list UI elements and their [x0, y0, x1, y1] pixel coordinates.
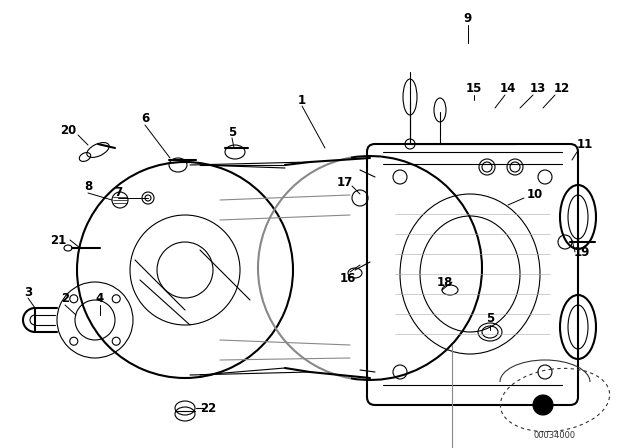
Text: 11: 11	[577, 138, 593, 151]
Text: 5: 5	[228, 125, 236, 138]
Text: 2: 2	[61, 292, 69, 305]
Text: 00034000: 00034000	[534, 431, 576, 439]
Text: 16: 16	[340, 271, 356, 284]
Text: 9: 9	[464, 12, 472, 25]
Text: 17: 17	[337, 176, 353, 189]
Text: 22: 22	[200, 401, 216, 414]
Text: 18: 18	[437, 276, 453, 289]
Text: 5: 5	[486, 311, 494, 324]
Text: 21: 21	[50, 233, 66, 246]
Text: 15: 15	[466, 82, 482, 95]
Text: 1: 1	[298, 94, 306, 107]
Text: 14: 14	[500, 82, 516, 95]
Text: 3: 3	[24, 285, 32, 298]
Text: 20: 20	[60, 124, 76, 137]
Text: 4: 4	[96, 292, 104, 305]
Text: 19: 19	[574, 246, 590, 258]
Text: 6: 6	[141, 112, 149, 125]
Text: 10: 10	[527, 189, 543, 202]
Circle shape	[533, 395, 553, 415]
Text: 12: 12	[554, 82, 570, 95]
Text: 7: 7	[114, 185, 122, 198]
Text: 13: 13	[530, 82, 546, 95]
Text: 8: 8	[84, 180, 92, 193]
